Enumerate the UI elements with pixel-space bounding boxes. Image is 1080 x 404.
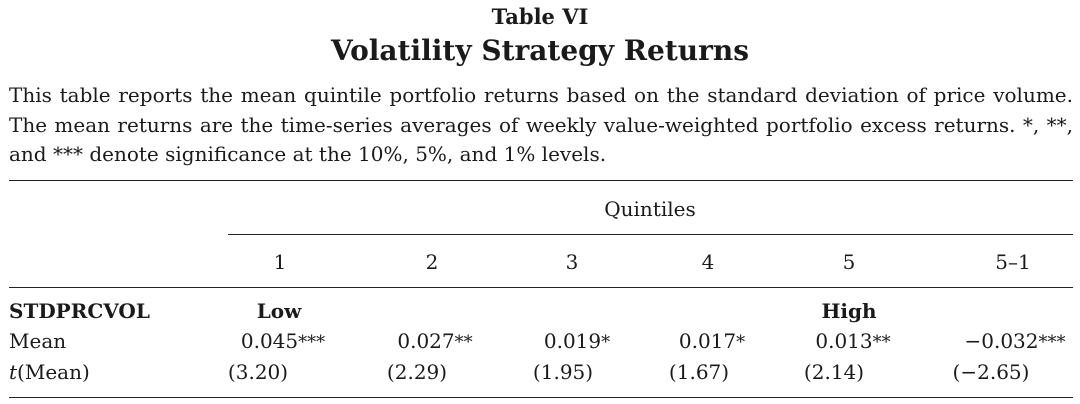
t-mean-row-label: t(Mean) <box>9 360 90 384</box>
header-rule <box>9 287 1073 288</box>
col-header-5-1: 5–1 <box>995 250 1031 274</box>
mean-value-2: 0.027 <box>397 329 455 353</box>
col-header-3: 3 <box>565 250 579 274</box>
mean-cell-2: 0.027** <box>397 329 472 353</box>
mean-cell-3: 0.019* <box>544 329 610 353</box>
mean-cell-4: 0.017* <box>679 329 745 353</box>
low-label: Low <box>256 299 302 323</box>
quintiles-header: Quintiles <box>604 197 696 221</box>
tstat-cell-5-1: (−2.65) <box>952 360 1030 384</box>
tstat-cell-3: (1.95) <box>532 360 594 384</box>
tstat-cell-2: (2.29) <box>386 360 448 384</box>
mean-row-label: Mean <box>9 329 67 353</box>
mean-cell-1: 0.045*** <box>241 329 325 353</box>
table-label: Table VI <box>491 4 589 29</box>
mean-value-3: 0.019 <box>543 329 602 353</box>
mean-value-1: 0.045 <box>240 329 299 353</box>
mean-stars-2: ** <box>454 332 473 353</box>
col-header-5: 5 <box>842 250 856 274</box>
mean-stars-3: * <box>601 332 611 353</box>
mean-stars-5-1: *** <box>1038 332 1066 353</box>
col-header-1: 1 <box>273 250 287 274</box>
col-header-4: 4 <box>701 250 715 274</box>
table-title: Volatility Strategy Returns <box>330 34 750 67</box>
mean-value-4: 0.017 <box>678 329 737 353</box>
mean-stars-4: * <box>736 332 746 353</box>
t-label-rest: (Mean) <box>17 360 90 384</box>
tstat-cell-5: (2.14) <box>803 360 865 384</box>
top-rule <box>9 180 1073 181</box>
mean-stars-5: ** <box>872 332 891 353</box>
table-caption: This table reports the mean quintile por… <box>9 83 1073 166</box>
mean-stars-1: *** <box>298 332 326 353</box>
bottom-rule <box>9 397 1073 398</box>
tstat-cell-4: (1.67) <box>668 360 730 384</box>
high-label: High <box>821 299 877 323</box>
t-italic: t <box>9 360 18 384</box>
tstat-cell-1: (3.20) <box>227 360 289 384</box>
mean-value-5: 0.013 <box>815 329 873 353</box>
mean-value-5-1: −0.032 <box>964 329 1039 353</box>
row-header-stdprcvol: STDPRCVOL <box>9 299 150 323</box>
col-header-2: 2 <box>425 250 439 274</box>
mean-cell-5-1: −0.032*** <box>964 329 1065 353</box>
mean-cell-5: 0.013** <box>815 329 890 353</box>
quintiles-rule <box>228 234 1073 235</box>
